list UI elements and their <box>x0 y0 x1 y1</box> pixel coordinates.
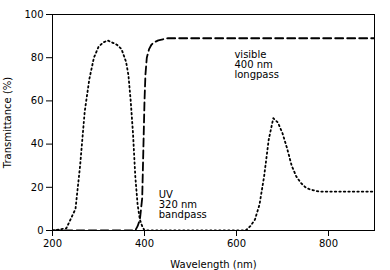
svg-text:20: 20 <box>31 182 44 193</box>
svg-text:40: 40 <box>31 138 44 149</box>
svg-text:800: 800 <box>319 238 338 249</box>
svg-text:60: 60 <box>31 95 44 106</box>
svg-text:Wavelength (nm): Wavelength (nm) <box>170 259 256 270</box>
svg-text:0: 0 <box>37 225 43 236</box>
svg-text:80: 80 <box>31 52 44 63</box>
svg-text:Transmittance (%): Transmittance (%) <box>2 77 13 169</box>
svg-text:600: 600 <box>227 238 246 249</box>
svg-text:400: 400 <box>135 238 154 249</box>
svg-text:200: 200 <box>43 238 62 249</box>
svg-text:UV320 nmbandpass: UV320 nmbandpass <box>159 189 207 220</box>
svg-text:100: 100 <box>24 9 43 20</box>
svg-text:visible400 nmlongpass: visible400 nmlongpass <box>234 49 278 80</box>
